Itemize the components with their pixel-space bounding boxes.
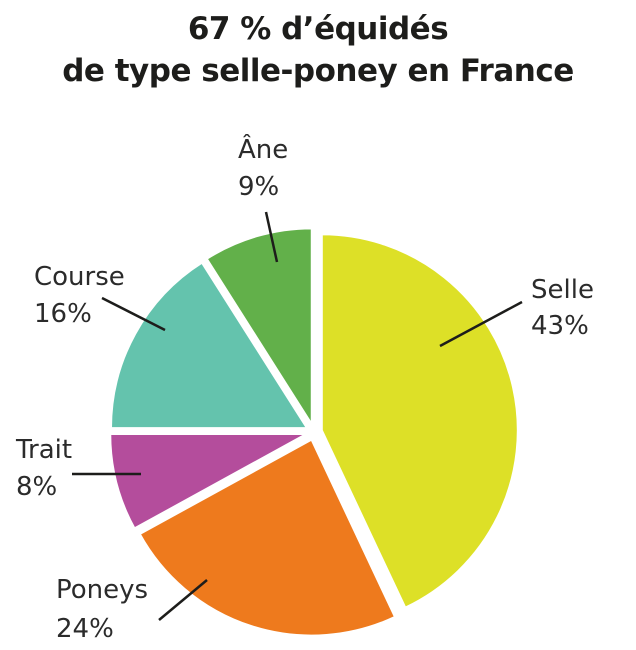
- pie-slice-course: [109, 261, 309, 430]
- pie-slice-ane: [205, 227, 313, 428]
- leader-line-poneys: [158, 579, 208, 621]
- chart-title: 67 % d’équidés de type selle-poney en Fr…: [0, 8, 636, 92]
- slice-value-trait: 8%: [16, 472, 57, 502]
- pie-slices: [109, 227, 519, 637]
- slice-label-selle: Selle: [531, 275, 594, 305]
- pie-slice-poneys: [138, 438, 397, 637]
- chart-title-line-1: 67 % d’équidés: [187, 11, 449, 47]
- chart-title-line-2: de type selle-poney en France: [62, 53, 574, 89]
- leader-line-selle: [439, 300, 523, 348]
- slice-value-poneys: 24%: [56, 614, 114, 644]
- slice-value-selle: 43%: [531, 311, 589, 341]
- slice-label-ane: Âne: [238, 133, 288, 165]
- pie-slice-trait: [109, 432, 307, 530]
- leader-line-course: [101, 296, 166, 332]
- slice-label-course: Course: [34, 262, 125, 292]
- slice-value-ane: 9%: [238, 172, 279, 202]
- pie-slice-selle: [320, 233, 519, 609]
- leader-line-ane: [264, 211, 279, 263]
- slice-value-course: 16%: [34, 299, 92, 329]
- slice-label-poneys: Poneys: [56, 575, 148, 605]
- slice-label-trait: Trait: [15, 435, 72, 465]
